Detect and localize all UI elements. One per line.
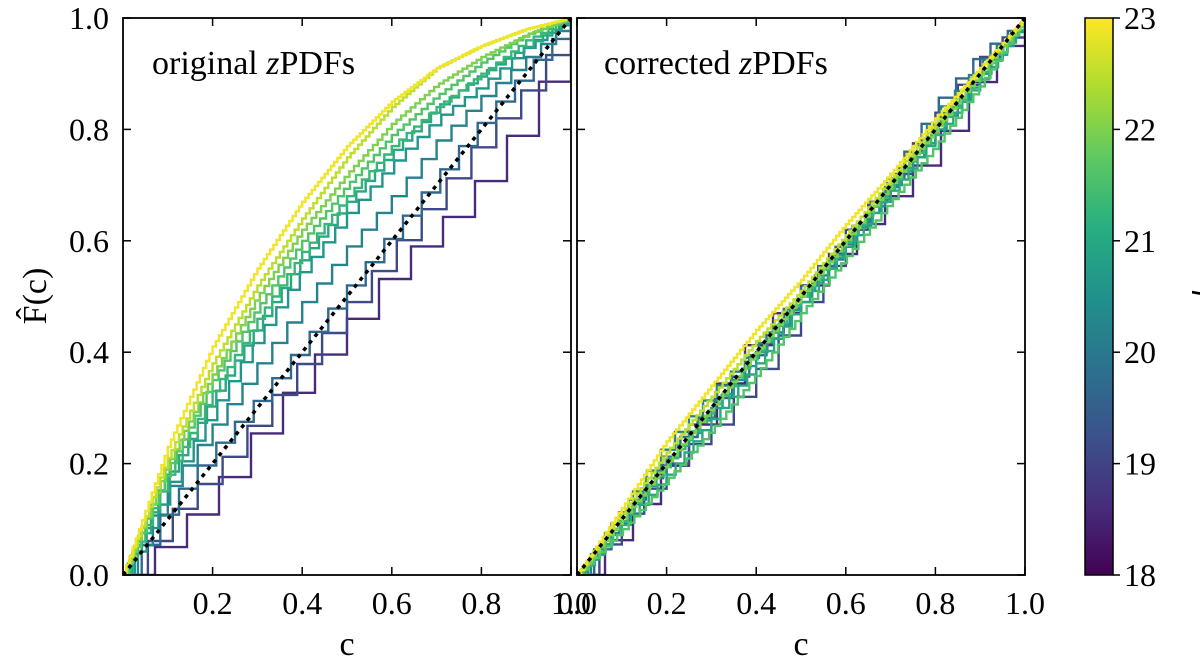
right-panel: 0.0 0.2 0.4 0.6 0.8 1.0 corrected zPDFs c [557,16,1045,662]
right-x-tick-label: 1.0 [1005,585,1045,621]
right-series-line [577,18,1025,575]
colorbar-tick-label: 23 [1124,0,1156,36]
left-x-tick-label: 1.0 [551,585,591,621]
left-annotation-variable: z [265,45,279,82]
right-annotation-variable: z [738,45,752,82]
colorbar-label: r [1184,289,1200,303]
left-y-tick-label: 0.6 [69,223,109,259]
right-series-line [577,18,1025,575]
left-y-tick-label: 0.2 [69,446,109,482]
colorbar-tick-label: 19 [1124,446,1156,482]
left-series-group [123,18,571,575]
left-series-line [123,18,571,575]
left-series-line [123,18,571,575]
right-x-tick-label: 0.4 [736,585,776,621]
colorbar: 18 19 20 21 22 23 r [1084,0,1200,593]
left-y-tick-label: 0.0 [69,557,109,593]
y-axis-label: F̂(c) [15,268,54,325]
left-reference-line [121,16,573,577]
left-series-line [123,18,571,575]
right-series-line [577,18,1025,575]
right-annotation-suffix: PDFs [752,45,828,82]
colorbar-ticks: 18 19 20 21 22 23 [1113,0,1156,593]
right-ticks: 0.0 0.2 0.4 0.6 0.8 1.0 [557,17,1045,621]
left-annotation-prefix: original [152,45,266,82]
left-panel-annotation: original zPDFs [152,45,355,82]
left-axes-frame [122,17,572,576]
left-x-axis-label: c [339,626,354,662]
left-series-line [123,18,571,575]
right-series-line [577,18,1025,575]
right-series-group [577,18,1025,575]
right-panel-annotation: corrected zPDFs [604,45,828,82]
right-x-tick-label: 0.0 [557,585,597,621]
colorbar-tick-label: 20 [1124,334,1156,370]
left-y-tick-label: 0.4 [69,334,109,370]
left-y-tick-label: 0.8 [69,111,109,147]
left-annotation-suffix: PDFs [280,45,356,82]
left-series-line [123,18,571,575]
right-axes-frame [576,17,1026,576]
left-panel: 0.2 0.4 0.6 0.8 1.0 0.0 0.2 0.4 0.6 0.8 1.0 origin… [15,0,591,662]
left-y-tick-label: 1.0 [69,0,109,36]
right-annotation-prefix: corrected [604,45,739,82]
colorbar-tick-label: 18 [1124,557,1156,593]
colorbar-gradient [1084,17,1114,576]
colorbar-tick-label: 21 [1124,223,1156,259]
right-x-tick-label: 0.2 [647,585,687,621]
left-x-tick-label: 0.6 [372,585,412,621]
colorbar-tick-label: 22 [1124,111,1156,147]
right-reference-line [575,16,1027,577]
right-x-tick-label: 0.6 [826,585,866,621]
left-x-tick-label: 0.2 [193,585,233,621]
left-series-line [123,18,571,575]
left-ticks: 0.2 0.4 0.6 0.8 1.0 0.0 0.2 0.4 0.6 0.8 1.0 [69,0,591,621]
right-x-tick-label: 0.8 [915,585,955,621]
right-x-axis-label: c [793,626,808,662]
left-x-tick-label: 0.8 [461,585,501,621]
left-x-tick-label: 0.4 [282,585,322,621]
